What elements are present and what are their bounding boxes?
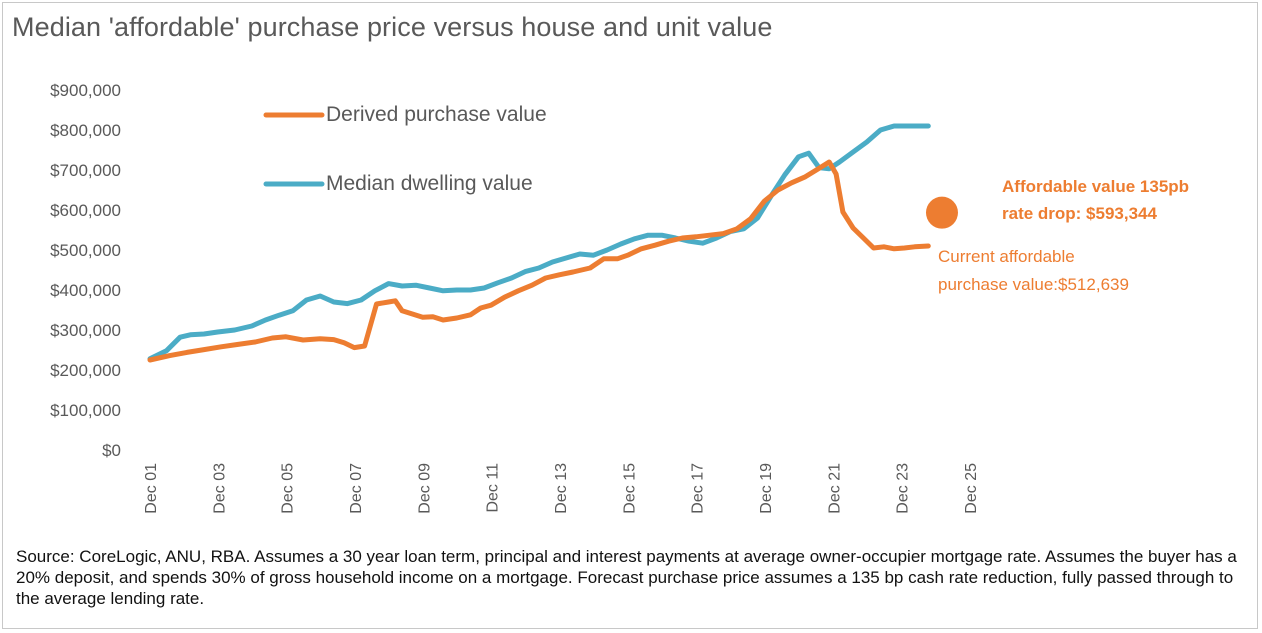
y-tick-label: $800,000	[50, 121, 121, 140]
y-axis-ticks: $0 $100,000 $200,000 $300,000 $400,000 $500,0…	[50, 81, 121, 460]
x-tick-label: Dec 19	[758, 463, 775, 514]
x-tick-label: Dec 11	[485, 463, 502, 513]
y-tick-label: $200,000	[50, 361, 121, 380]
y-tick-label: $300,000	[50, 321, 121, 340]
current-annotation-line2: purchase value:$512,639	[938, 275, 1129, 294]
chart-series	[147, 123, 931, 363]
x-tick-label: Dec 01	[143, 463, 160, 514]
series-line-median	[147, 123, 931, 362]
legend-label-derived: Derived purchase value	[326, 103, 547, 126]
chart-annotations: Affordable value 135pb rate drop: $593,3…	[925, 177, 1189, 294]
y-tick-label: $600,000	[50, 201, 121, 220]
y-tick-label: $0	[102, 441, 121, 460]
forecast-annotation-line1: Affordable value 135pb	[1002, 177, 1189, 196]
series-line-derived	[147, 159, 931, 363]
y-tick-label: $100,000	[50, 401, 121, 420]
chart-title: Median 'affordable' purchase price versu…	[12, 12, 773, 42]
y-tick-label: $400,000	[50, 281, 121, 300]
x-tick-label: Dec 25	[963, 463, 980, 514]
chart-canvas: $0 $100,000 $200,000 $300,000 $400,000 $500,0…	[50, 81, 1189, 514]
chart-legend: Derived purchase value Median dwelling v…	[263, 103, 547, 195]
x-tick-label: Dec 21	[826, 463, 843, 514]
x-tick-label: Dec 13	[553, 463, 570, 514]
x-axis-ticks: Dec 01 Dec 03 Dec 05 Dec 07 Dec 09 Dec 11 Dec …	[143, 463, 980, 514]
x-tick-label: Dec 05	[280, 463, 297, 514]
current-annotation-line1: Current affordable	[938, 247, 1075, 266]
y-tick-label: $500,000	[50, 241, 121, 260]
x-tick-label: Dec 03	[211, 463, 228, 514]
x-tick-label: Dec 23	[895, 463, 912, 514]
x-tick-label: Dec 15	[621, 463, 638, 514]
x-tick-label: Dec 17	[690, 463, 707, 514]
y-tick-label: $900,000	[50, 81, 121, 100]
x-tick-label: Dec 09	[416, 463, 433, 514]
legend-label-median: Median dwelling value	[326, 172, 533, 195]
forecast-point	[925, 196, 958, 229]
source-note: Source: CoreLogic, ANU, RBA. Assumes a 3…	[16, 547, 1237, 608]
y-tick-label: $700,000	[50, 161, 121, 180]
forecast-annotation-line2: rate drop: $593,344	[1002, 204, 1158, 223]
x-tick-label: Dec 07	[348, 463, 365, 514]
